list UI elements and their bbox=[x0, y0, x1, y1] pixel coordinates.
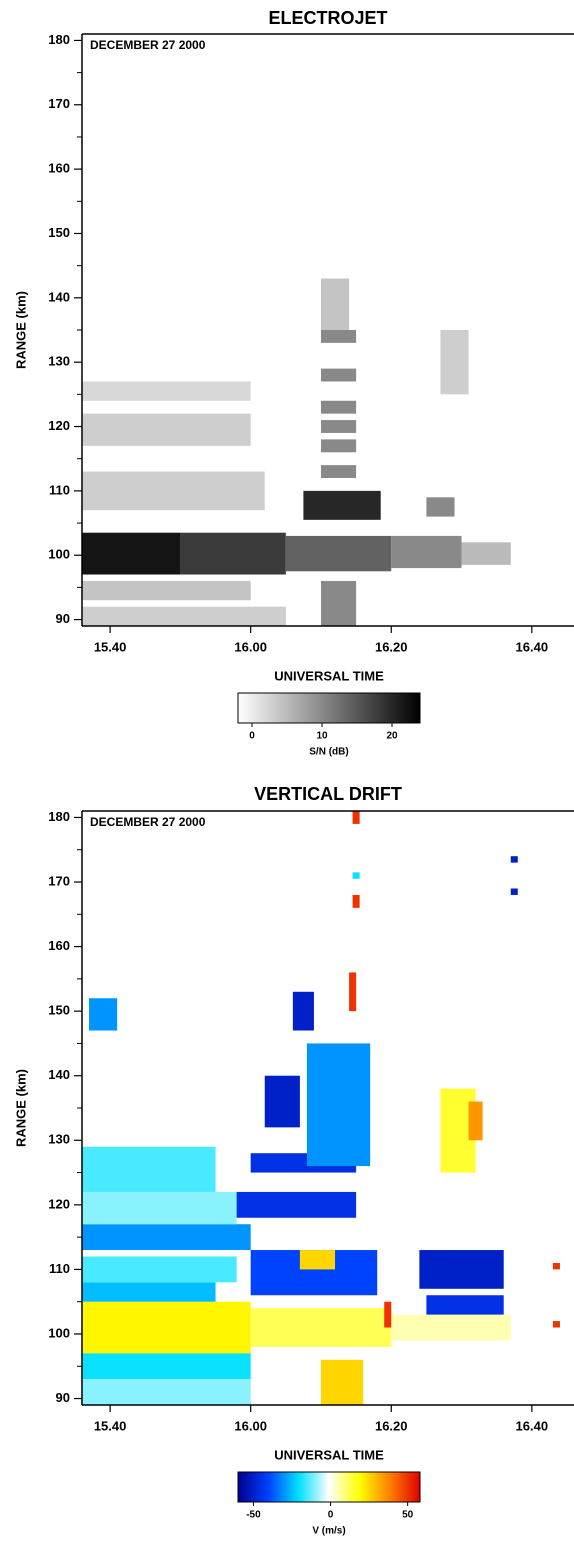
x-tick-label: 15.40 bbox=[94, 639, 127, 654]
heatmap-cell bbox=[292, 991, 314, 1031]
heatmap-cell bbox=[82, 606, 286, 626]
y-tick-label: 130 bbox=[48, 354, 70, 369]
heatmap-cell bbox=[82, 1191, 237, 1225]
heatmap-cell bbox=[320, 1359, 364, 1405]
heatmap-cell bbox=[552, 1321, 560, 1328]
y-tick-label: 140 bbox=[48, 1067, 70, 1082]
heatmap-cell bbox=[391, 1314, 511, 1341]
heatmap-cell bbox=[552, 1262, 560, 1270]
heatmap-cell bbox=[320, 439, 357, 453]
colorbar-tick-label: 10 bbox=[316, 731, 328, 742]
heatmap-cell bbox=[510, 888, 518, 895]
y-tick-label: 100 bbox=[48, 1325, 70, 1340]
heatmap-cell bbox=[89, 998, 118, 1031]
colorbar-tick-label: 0 bbox=[328, 1510, 334, 1521]
colorbar bbox=[237, 692, 421, 724]
heatmap-cell bbox=[82, 1256, 237, 1283]
y-tick-label: 120 bbox=[48, 418, 70, 433]
heatmap-cell bbox=[82, 1146, 216, 1192]
x-tick-label: 16.20 bbox=[375, 639, 408, 654]
heatmap-cell bbox=[306, 1043, 371, 1167]
heatmap-cell bbox=[320, 465, 357, 478]
x-axis-label: UNIVERSAL TIME bbox=[274, 668, 384, 683]
heatmap-cell bbox=[82, 413, 251, 446]
y-tick-label: 100 bbox=[48, 547, 70, 562]
heatmap-cell bbox=[299, 1250, 336, 1270]
heatmap-cell bbox=[82, 580, 251, 601]
y-tick-label: 160 bbox=[48, 161, 70, 176]
colorbar-label: V (m/s) bbox=[312, 1526, 345, 1537]
chart-title: VERTICAL DRIFT bbox=[254, 784, 402, 804]
chart-title: ELECTROJET bbox=[268, 8, 387, 28]
y-tick-label: 120 bbox=[48, 1196, 70, 1211]
heatmap-cell bbox=[461, 542, 511, 565]
heatmap-cell bbox=[82, 532, 181, 575]
colorbar bbox=[237, 1471, 421, 1503]
heatmap-cell bbox=[180, 532, 286, 575]
heatmap-cell bbox=[384, 1301, 392, 1328]
heatmap-cell bbox=[82, 1379, 251, 1405]
y-tick-label: 180 bbox=[48, 32, 70, 47]
colorbar-tick-label: 0 bbox=[249, 731, 255, 742]
colorbar-tick-label: 50 bbox=[402, 1510, 414, 1521]
heatmap-cell bbox=[250, 1308, 392, 1347]
heatmap-cell bbox=[320, 400, 357, 414]
y-tick-label: 150 bbox=[48, 1003, 70, 1018]
heatmap-cell bbox=[82, 381, 251, 401]
x-tick-label: 16.20 bbox=[375, 1418, 408, 1433]
x-tick-label: 16.00 bbox=[234, 1418, 267, 1433]
y-tick-label: 110 bbox=[49, 1261, 70, 1276]
heatmap-cell bbox=[82, 1301, 251, 1354]
y-tick-label: 110 bbox=[49, 482, 70, 497]
heatmap-cell bbox=[285, 535, 392, 572]
heatmap-cell bbox=[320, 580, 357, 626]
heatmap-cell bbox=[320, 278, 350, 330]
heatmap-cell bbox=[303, 490, 381, 520]
y-tick-label: 140 bbox=[48, 289, 70, 304]
heatmap-cell bbox=[236, 1191, 357, 1218]
annotation: DECEMBER 27 2000 bbox=[90, 815, 206, 829]
heatmap-cell bbox=[440, 330, 469, 395]
y-tick-label: 90 bbox=[56, 1390, 70, 1405]
heatmap-cell bbox=[320, 330, 357, 343]
y-tick-label: 170 bbox=[48, 96, 70, 111]
x-tick-label: 16.40 bbox=[516, 639, 549, 654]
y-axis-label: RANGE (km) bbox=[13, 291, 28, 369]
annotation: DECEMBER 27 2000 bbox=[90, 38, 206, 52]
heatmap-cell bbox=[82, 1282, 216, 1302]
heatmap-cell bbox=[82, 471, 265, 511]
x-tick-label: 16.00 bbox=[234, 639, 267, 654]
heatmap-cell bbox=[352, 894, 360, 908]
y-tick-label: 160 bbox=[48, 938, 70, 953]
heatmap-cell bbox=[352, 811, 360, 824]
heatmap-cell bbox=[349, 972, 357, 1012]
heatmap-cell bbox=[426, 497, 455, 517]
x-tick-label: 16.40 bbox=[516, 1418, 549, 1433]
y-tick-label: 130 bbox=[48, 1132, 70, 1147]
heatmap-cell bbox=[391, 535, 462, 569]
y-axis-label: RANGE (km) bbox=[13, 1069, 28, 1147]
heatmap-cell bbox=[468, 1101, 483, 1141]
y-tick-label: 150 bbox=[48, 225, 70, 240]
heatmap-cell bbox=[419, 1250, 504, 1289]
heatmap-cell bbox=[264, 1075, 300, 1128]
y-tick-label: 180 bbox=[48, 809, 70, 824]
heatmap-cell bbox=[82, 1224, 251, 1251]
y-tick-label: 170 bbox=[48, 873, 70, 888]
heatmap-cell bbox=[320, 420, 357, 433]
x-axis-label: UNIVERSAL TIME bbox=[274, 1447, 384, 1462]
y-tick-label: 90 bbox=[56, 611, 70, 626]
colorbar-tick-label: -50 bbox=[246, 1510, 261, 1521]
heatmap-cell bbox=[82, 1353, 251, 1380]
heatmap-cell bbox=[426, 1295, 504, 1315]
colorbar-tick-label: 20 bbox=[386, 731, 398, 742]
colorbar-label: S/N (dB) bbox=[309, 747, 348, 758]
heatmap-cell bbox=[320, 368, 357, 382]
heatmap-cell bbox=[352, 872, 360, 879]
x-tick-label: 15.40 bbox=[94, 1418, 127, 1433]
heatmap-cell bbox=[510, 856, 518, 863]
